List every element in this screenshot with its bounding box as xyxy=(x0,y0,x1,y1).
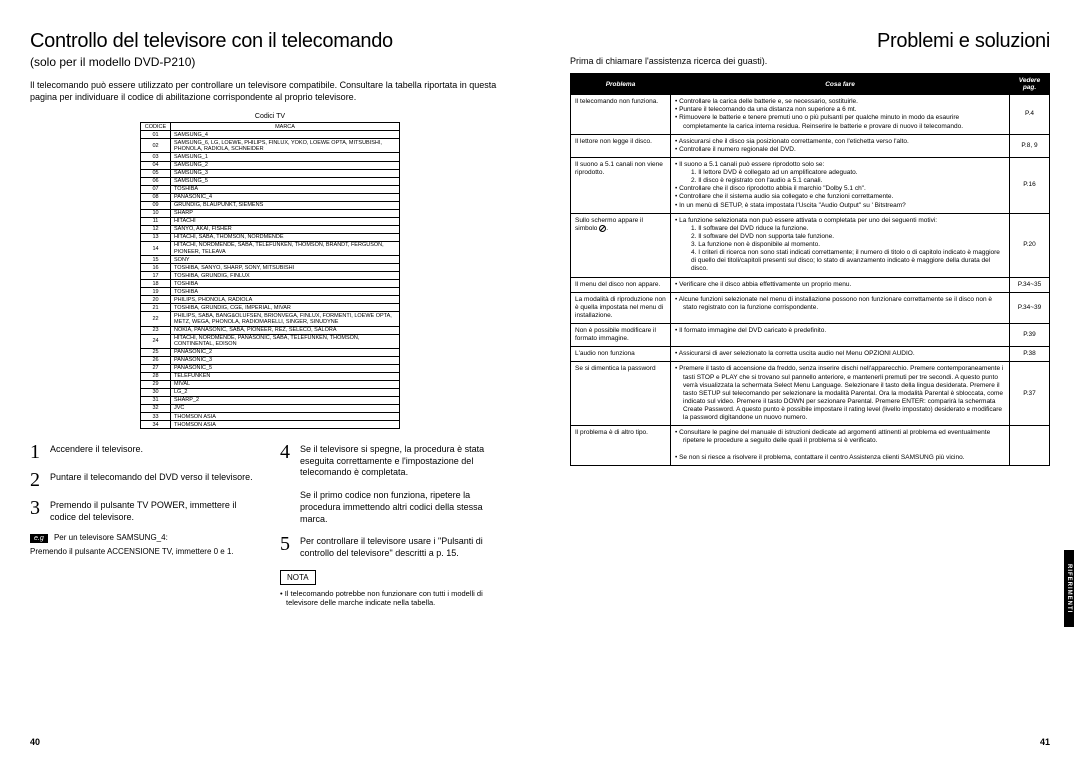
trouble-table: Problema Cosa fare Vedere pag. Il teleco… xyxy=(570,73,1050,466)
example-line2: Premendo il pulsante ACCENSIONE TV, imme… xyxy=(30,547,260,556)
left-title: Controllo del televisore con il telecoma… xyxy=(30,30,510,53)
trouble-row: Se si dimentica la passwordPremere il ta… xyxy=(571,362,1050,426)
right-title: Problemi e soluzioni xyxy=(570,30,1050,53)
example-line1: e.g Per un televisore SAMSUNG_4: xyxy=(30,533,260,543)
sub-item: 3. La funzione non è disponibile al mome… xyxy=(675,241,1005,249)
side-tab: RIFERIMENTI xyxy=(1064,550,1074,627)
prohibition-icon xyxy=(599,225,606,232)
step-4b: Se il primo codice non funziona, ripeter… xyxy=(280,489,510,525)
codici-row: 10SHARP xyxy=(141,209,400,217)
codici-row: 26PANASONIC_3 xyxy=(141,356,400,364)
codici-row: 25PANASONIC_2 xyxy=(141,348,400,356)
codici-row: 32JVC xyxy=(141,404,400,412)
page-num-left: 40 xyxy=(30,737,40,747)
sub-item: 2. Il software del DVD non supporta tale… xyxy=(675,233,1005,241)
trouble-row: Il menu del disco non appare.Verificare … xyxy=(571,277,1050,292)
codici-row: 28TELEFUNKEN xyxy=(141,372,400,380)
codici-row: 03SAMSUNG_1 xyxy=(141,153,400,161)
th-problema: Problema xyxy=(571,74,671,95)
codici-row: 22PHILIPS, SABA, BANG&OLUFSEN, BRIONVEGA… xyxy=(141,312,400,326)
codici-row: 07TOSHIBA xyxy=(141,185,400,193)
trouble-row: Il suono a 5.1 canali non viene riprodot… xyxy=(571,157,1050,213)
trouble-row: Non è possibile modificare il formato im… xyxy=(571,324,1050,347)
left-intro: Il telecomando può essere utilizzato per… xyxy=(30,79,510,103)
codici-row: 27PANASONIC_5 xyxy=(141,364,400,372)
eg-label: e.g xyxy=(30,534,48,543)
codici-row: 06SAMSUNG_5 xyxy=(141,177,400,185)
codici-row: 16TOSHIBA, SANYO, SHARP, SONY, MITSUBISH… xyxy=(141,264,400,272)
codici-row: 34THOMSON ASIA xyxy=(141,421,400,429)
codici-row: 20PHILIPS, PHONOLA, RADIOLA xyxy=(141,296,400,304)
th-cosa-fare: Cosa fare xyxy=(671,74,1010,95)
codici-row: 05SAMSUNG_3 xyxy=(141,169,400,177)
codici-row: 23NOKIA, PANASONIC, SABA, PIONEER, REZ, … xyxy=(141,326,400,334)
step-2: 2 Puntare il telecomando del DVD verso i… xyxy=(30,471,260,489)
codici-row: 04SAMSUNG_2 xyxy=(141,161,400,169)
page-num-right: 41 xyxy=(1040,737,1050,747)
codici-row: 30LG_2 xyxy=(141,388,400,396)
codici-row: 24HITACHI, NORDMENDE, PANASONIC, SABA, T… xyxy=(141,334,400,348)
steps-container: 1 Accendere il televisore. 2 Puntare il … xyxy=(30,443,510,608)
page-left: Controllo del televisore con il telecoma… xyxy=(0,0,540,765)
trouble-row: Il lettore non legge il disco.Assicurars… xyxy=(571,134,1050,157)
codici-table: CODICE MARCA 01SAMSUNG_402SAMSUNG_6, LG,… xyxy=(140,122,400,429)
codici-row: 31SHARP_2 xyxy=(141,396,400,404)
codici-row: 29MIVAL xyxy=(141,380,400,388)
th-vedere-pag: Vedere pag. xyxy=(1010,74,1050,95)
codici-row: 12SANYO, AKAI, FISHER xyxy=(141,225,400,233)
sub-item: 1. Il software del DVD riduce la funzion… xyxy=(675,225,1005,233)
nota-label: NOTA xyxy=(280,570,316,585)
left-subtitle: (solo per il modello DVD-P210) xyxy=(30,55,510,69)
codici-row: 33THOMSON ASIA xyxy=(141,413,400,421)
sub-item: 2. Il disco è registrato con l'audio a 5… xyxy=(675,177,1005,185)
trouble-row: La modalità di riproduzione non è quella… xyxy=(571,292,1050,323)
steps-col-right: 4 Se il televisore si spegne, la procedu… xyxy=(280,443,510,608)
codici-row: 19TOSHIBA xyxy=(141,288,400,296)
trouble-row: Sullo schermo appare il simbolo .La funz… xyxy=(571,213,1050,277)
right-intro: Prima di chiamare l'assistenza ricerca d… xyxy=(570,55,1050,67)
codici-row: 14HITACHI, NORDMENDE, SABA, TELEFUNKEN, … xyxy=(141,241,400,255)
steps-col-left: 1 Accendere il televisore. 2 Puntare il … xyxy=(30,443,260,608)
codici-row: 11HITACHI xyxy=(141,217,400,225)
step-3: 3 Premendo il pulsante TV POWER, immette… xyxy=(30,499,260,523)
codici-row: 08PANASONIC_4 xyxy=(141,193,400,201)
trouble-row: Il telecomando non funziona.Controllare … xyxy=(571,95,1050,135)
sub-item: 4. I criteri di ricerca non sono stati i… xyxy=(675,249,1005,273)
sub-item: 1. Il lettore DVD è collegato ad un ampl… xyxy=(675,169,1005,177)
codici-row: 18TOSHIBA xyxy=(141,280,400,288)
step-5: 5 Per controllare il televisore usare i … xyxy=(280,535,510,559)
trouble-row: L'audio non funzionaAssicurarsi di aver … xyxy=(571,347,1050,362)
codici-row: 13HITACHI, SABA, THOMSON, NORDMENDE xyxy=(141,233,400,241)
codici-row: 09GRUNDIG, BLAUPUNKT, SIEMENS xyxy=(141,201,400,209)
codici-row: 17TOSHIBA, GRUNDIG, FINLUX xyxy=(141,272,400,280)
step-4: 4 Se il televisore si spegne, la procedu… xyxy=(280,443,510,479)
codici-row: 02SAMSUNG_6, LG, LOEWE, PHILIPS, FINLUX,… xyxy=(141,139,400,153)
codici-row: 15SONY xyxy=(141,256,400,264)
codici-row: 01SAMSUNG_4 xyxy=(141,131,400,139)
nota-text: • Il telecomando potrebbe non funzionare… xyxy=(280,589,510,609)
codici-row: 21TOSHIBA, GRUNDIG, CGE, IMPERIAL, MIVAR xyxy=(141,304,400,312)
codici-th-code: CODICE xyxy=(141,123,171,131)
trouble-row: Il problema è di altro tipo.Consultare l… xyxy=(571,426,1050,466)
codici-caption: Codici TV xyxy=(30,113,510,120)
codici-th-marca: MARCA xyxy=(171,123,400,131)
page-right: Problemi e soluzioni Prima di chiamare l… xyxy=(540,0,1080,765)
step-1: 1 Accendere il televisore. xyxy=(30,443,260,461)
